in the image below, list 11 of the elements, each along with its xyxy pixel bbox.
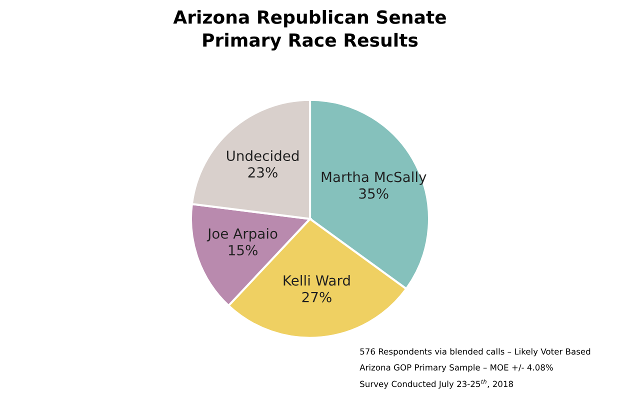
slice-label: Kelli Ward bbox=[284, 274, 350, 286]
data-label: 35% bbox=[359, 188, 388, 199]
text: Survey Conducted July 23-25$^{th}$, 2018 bbox=[360, 379, 513, 389]
text: 576 Respondents via blended calls – Likely Voter Based bbox=[360, 348, 590, 356]
data-label: 23% bbox=[248, 167, 278, 178]
data-label: 27% bbox=[302, 292, 332, 302]
chart-title: Arizona Republican Senate Primary Race Results bbox=[173, 10, 446, 51]
slice-label: Undecided bbox=[226, 150, 299, 162]
text: Arizona GOP Primary Sample – MOE +/- 4.08% bbox=[360, 364, 553, 372]
data-label: 15% bbox=[228, 244, 258, 256]
slice-label: Joe Arpaio bbox=[206, 228, 278, 242]
